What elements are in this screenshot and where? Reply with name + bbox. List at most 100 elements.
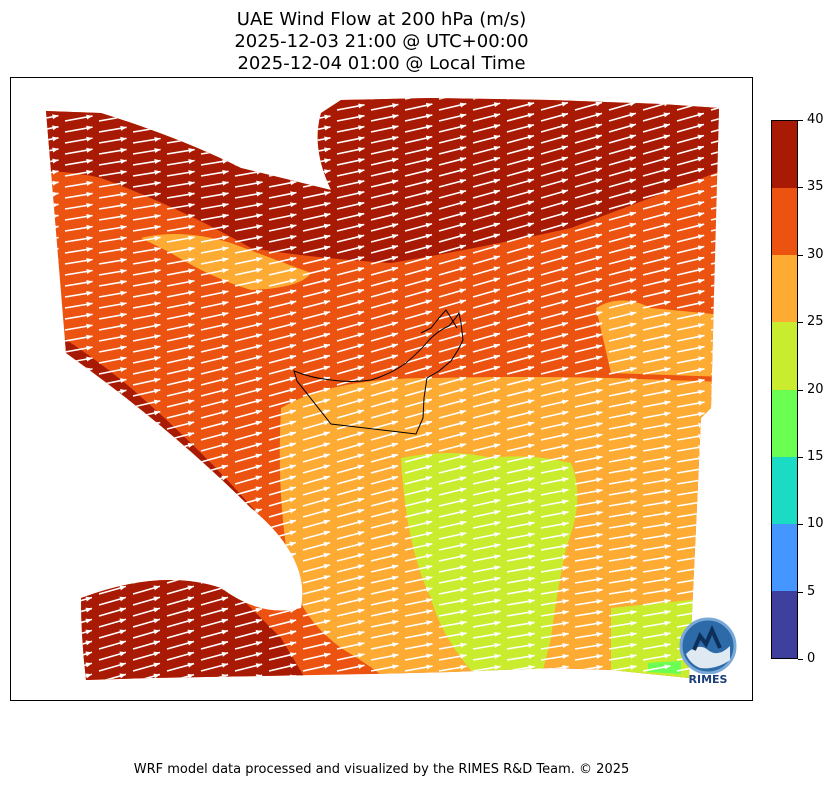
wind-vector — [166, 486, 195, 496]
wind-vector-head — [425, 476, 433, 481]
wind-vector-head — [561, 222, 568, 228]
wind-vector — [200, 137, 229, 144]
wind-vector-head — [120, 82, 126, 87]
wind-vector-head — [562, 477, 569, 483]
wind-vector-head — [697, 223, 705, 229]
wind-vector-head — [255, 486, 262, 492]
wind-vector — [46, 586, 59, 595]
wind-vector-head — [391, 146, 399, 152]
colorbar-tick-label: 10 — [807, 516, 824, 532]
wind-vector-head — [256, 685, 262, 690]
wind-vector-head — [358, 147, 365, 152]
wind-vector — [46, 531, 59, 540]
wind-vector-head — [527, 255, 534, 261]
wind-vector-head — [52, 280, 59, 285]
wind-vector-head — [222, 104, 229, 109]
wind-vector-head — [562, 687, 568, 692]
wind-vector-head — [664, 675, 671, 680]
wind-vector-head — [188, 137, 195, 142]
wind-vector — [235, 686, 262, 693]
wind-vector-head — [119, 454, 127, 460]
wind-vector-head — [188, 82, 194, 87]
wind-vector-head — [358, 114, 365, 120]
wind-vector-head — [357, 519, 365, 525]
wind-vector-head — [698, 565, 705, 571]
wind-vector-head — [392, 631, 399, 637]
wind-vector-head — [357, 168, 365, 174]
wind-vector-head — [425, 564, 433, 570]
wind-vector-head — [493, 343, 500, 349]
wind-vector-head — [664, 522, 671, 527]
wind-vector-head — [358, 157, 365, 163]
wind-vector-head — [120, 334, 127, 340]
wind-vector — [132, 98, 161, 100]
wind-vector-head — [154, 159, 161, 164]
wind-vector-head — [732, 190, 738, 195]
wind-vector-head — [732, 301, 738, 306]
wind-vector-head — [120, 257, 127, 263]
wind-vector-head — [595, 112, 602, 118]
wind-vector-head — [154, 356, 161, 361]
wind-vector-head — [52, 169, 59, 175]
colorbar-tick-label: 15 — [807, 448, 824, 464]
wind-vector — [46, 488, 59, 496]
wind-vector — [64, 487, 93, 496]
wind-vector — [710, 599, 719, 606]
wind-vector-head — [459, 157, 467, 162]
wind-vector-head — [323, 508, 330, 514]
wind-vector-head — [391, 343, 398, 349]
wind-vector-head — [732, 566, 738, 571]
wind-vector-head — [391, 310, 398, 316]
wind-vector — [710, 588, 719, 595]
wind-vector-head — [289, 289, 297, 295]
wind-vector-head — [527, 299, 534, 305]
wind-vector — [46, 444, 59, 452]
wind-vector-head — [323, 652, 331, 658]
wind-vector-head — [323, 256, 331, 262]
wind-vector-head — [493, 266, 500, 272]
wind-vector-head — [732, 609, 738, 614]
wind-vector — [710, 357, 719, 364]
wind-vector-head — [562, 455, 569, 460]
wind-vector — [473, 689, 501, 693]
wind-vector-head — [154, 202, 161, 208]
wind-vector-head — [357, 245, 365, 251]
wind-vector-head — [358, 93, 364, 98]
wind-vector-head — [527, 310, 534, 316]
wind-vector-head — [698, 609, 705, 615]
wind-vector-head — [289, 311, 297, 317]
wind-vector-head — [731, 91, 737, 96]
wind-vector — [64, 368, 93, 375]
wind-vector-head — [86, 136, 93, 142]
wind-vector — [98, 98, 127, 100]
wind-vector-head — [154, 301, 161, 307]
wind-vector-head — [459, 387, 466, 393]
wind-vector-head — [629, 80, 635, 85]
wind-vector-head — [221, 333, 229, 339]
wind-vector-head — [120, 235, 127, 241]
wind-vector-head — [154, 125, 161, 131]
colorbar-tick-label: 25 — [807, 314, 824, 330]
wind-vector-head — [255, 453, 262, 459]
wind-vector-head — [153, 519, 160, 525]
wind-vector-head — [255, 377, 263, 382]
wind-vector-head — [698, 400, 705, 406]
wind-vector-head — [459, 398, 467, 404]
wind-vector-head — [86, 158, 93, 164]
wind-vector-head — [494, 687, 500, 692]
wind-vector — [133, 83, 161, 88]
wind-vector-head — [323, 420, 330, 426]
wind-vector-head — [358, 125, 365, 131]
wind-vector-head — [391, 365, 398, 371]
wind-vector-head — [153, 432, 161, 438]
wind-vector-head — [664, 433, 671, 439]
wind-vector — [201, 686, 228, 693]
wind-vector-head — [697, 267, 705, 273]
wind-vector-head — [188, 159, 195, 164]
wind-vector — [710, 379, 719, 386]
wind-vector-head — [120, 268, 127, 274]
wind-vector — [710, 212, 719, 221]
wind-vector — [710, 368, 719, 375]
wind-vector-head — [86, 400, 93, 406]
wind-vector-head — [459, 310, 466, 316]
